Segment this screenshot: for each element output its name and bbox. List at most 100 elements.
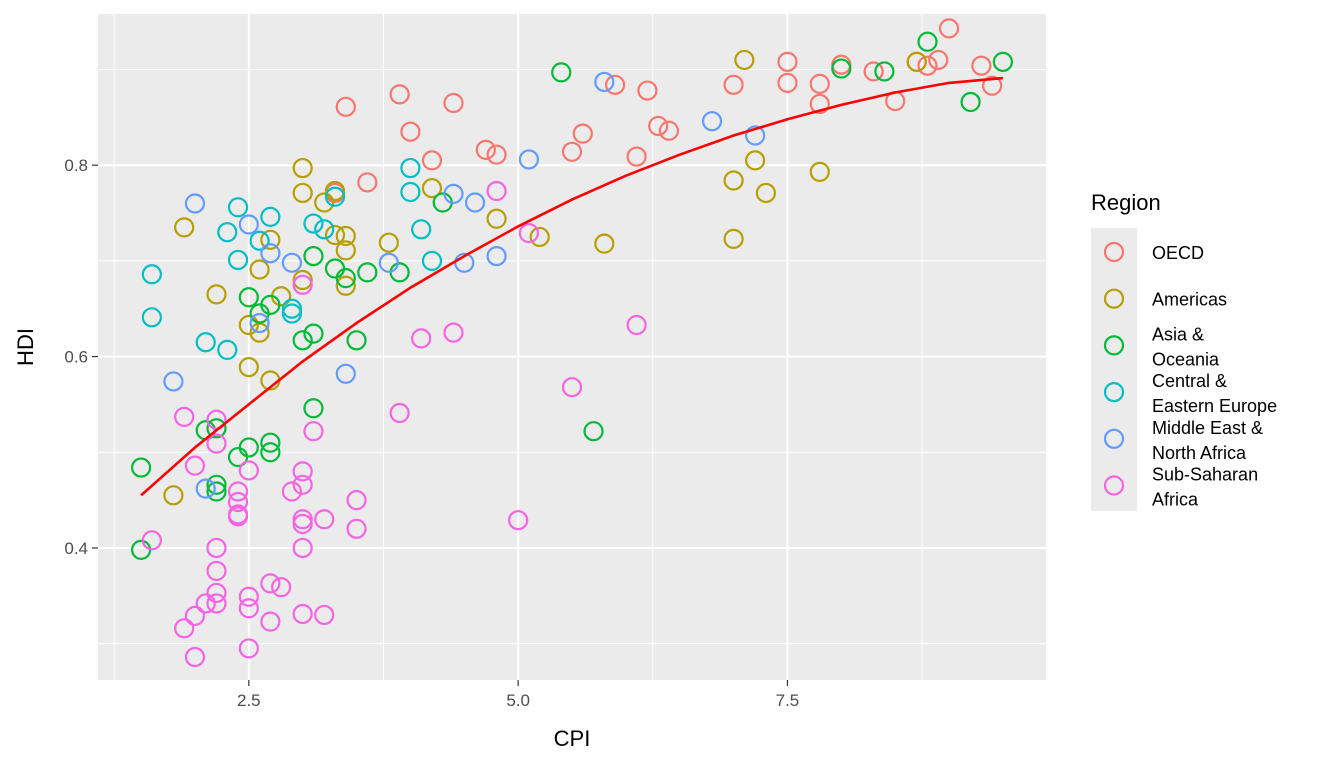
data-point xyxy=(314,509,335,530)
data-point xyxy=(874,61,895,82)
data-point xyxy=(238,598,259,619)
x-tick-label: 7.5 xyxy=(776,691,800,710)
data-point xyxy=(249,230,270,251)
data-point xyxy=(174,406,195,427)
data-point xyxy=(486,208,507,229)
data-point xyxy=(626,146,647,167)
data-point xyxy=(238,437,259,458)
major-gridlines xyxy=(98,14,1046,680)
data-point xyxy=(594,233,615,254)
data-point xyxy=(443,322,464,343)
data-point xyxy=(238,214,259,235)
data-point xyxy=(141,264,162,285)
data-point xyxy=(249,322,270,343)
data-point xyxy=(335,225,356,247)
data-point xyxy=(249,259,270,280)
data-point xyxy=(206,418,227,439)
data-point xyxy=(324,180,346,202)
data-point xyxy=(260,442,281,463)
y-tick-label: 0.6 xyxy=(64,348,88,367)
data-point xyxy=(594,71,615,93)
legend-label: OECD xyxy=(1152,243,1204,263)
data-point xyxy=(518,149,540,170)
legend-label: Central & xyxy=(1152,371,1227,391)
data-point xyxy=(303,398,324,419)
data-point xyxy=(303,245,324,267)
data-point xyxy=(400,181,421,203)
data-point xyxy=(260,229,281,250)
data-point xyxy=(227,491,249,513)
data-point xyxy=(292,537,313,559)
y-axis-title: HDI xyxy=(13,328,38,366)
data-point xyxy=(928,49,949,71)
legend-key xyxy=(1103,335,1125,356)
data-point xyxy=(281,303,303,324)
data-point xyxy=(206,537,227,559)
data-point xyxy=(346,490,367,511)
data-point xyxy=(411,328,432,349)
data-point xyxy=(260,206,281,227)
data-point xyxy=(292,274,313,295)
data-point xyxy=(378,232,399,253)
data-point xyxy=(357,262,378,283)
data-point xyxy=(443,183,464,204)
data-point xyxy=(271,577,292,598)
data-point xyxy=(227,481,249,502)
data-point xyxy=(260,611,281,632)
data-point xyxy=(314,192,335,213)
data-point xyxy=(238,287,259,308)
data-point xyxy=(529,226,550,248)
data-point xyxy=(745,150,766,171)
data-point xyxy=(809,73,830,94)
data-point xyxy=(141,307,162,328)
data-point xyxy=(777,51,798,72)
x-tick-label: 2.5 xyxy=(237,691,261,710)
data-point xyxy=(626,314,647,336)
data-point xyxy=(163,485,184,506)
data-point xyxy=(971,55,992,76)
legend-title: Region xyxy=(1091,190,1161,215)
data-point xyxy=(604,74,626,95)
y-tick-label: 0.4 xyxy=(64,539,88,558)
data-point xyxy=(206,481,227,502)
data-point xyxy=(831,58,852,79)
data-point xyxy=(917,31,938,52)
data-point xyxy=(389,84,410,105)
trend-line xyxy=(140,76,1004,497)
data-point xyxy=(184,193,206,214)
axis-ticks xyxy=(92,164,789,686)
data-point xyxy=(335,363,356,384)
data-point xyxy=(658,120,680,141)
data-point xyxy=(346,518,367,539)
data-point xyxy=(745,125,766,146)
data-point xyxy=(260,573,281,594)
data-point xyxy=(292,513,313,535)
data-point xyxy=(486,180,507,202)
data-point xyxy=(723,228,744,249)
data-point xyxy=(389,402,410,424)
data-point xyxy=(303,213,324,234)
data-point xyxy=(486,144,507,165)
data-point xyxy=(238,638,259,659)
legend-label: Eastern Europe xyxy=(1152,396,1277,416)
data-point xyxy=(421,178,443,199)
data-point xyxy=(206,474,227,495)
data-point xyxy=(572,123,593,144)
data-point xyxy=(195,593,216,614)
data-point xyxy=(314,604,335,626)
data-point xyxy=(486,245,507,267)
data-point xyxy=(206,433,227,454)
legend-label: Sub-Saharan xyxy=(1152,465,1258,485)
data-point xyxy=(292,330,313,351)
data-point xyxy=(184,605,206,626)
data-point xyxy=(249,312,270,334)
data-point xyxy=(184,646,206,668)
data-point xyxy=(992,51,1014,72)
legend-key-background xyxy=(1091,228,1137,511)
data-point xyxy=(206,582,227,604)
data-point xyxy=(400,121,421,142)
data-point xyxy=(335,275,356,296)
data-point xyxy=(938,18,960,39)
